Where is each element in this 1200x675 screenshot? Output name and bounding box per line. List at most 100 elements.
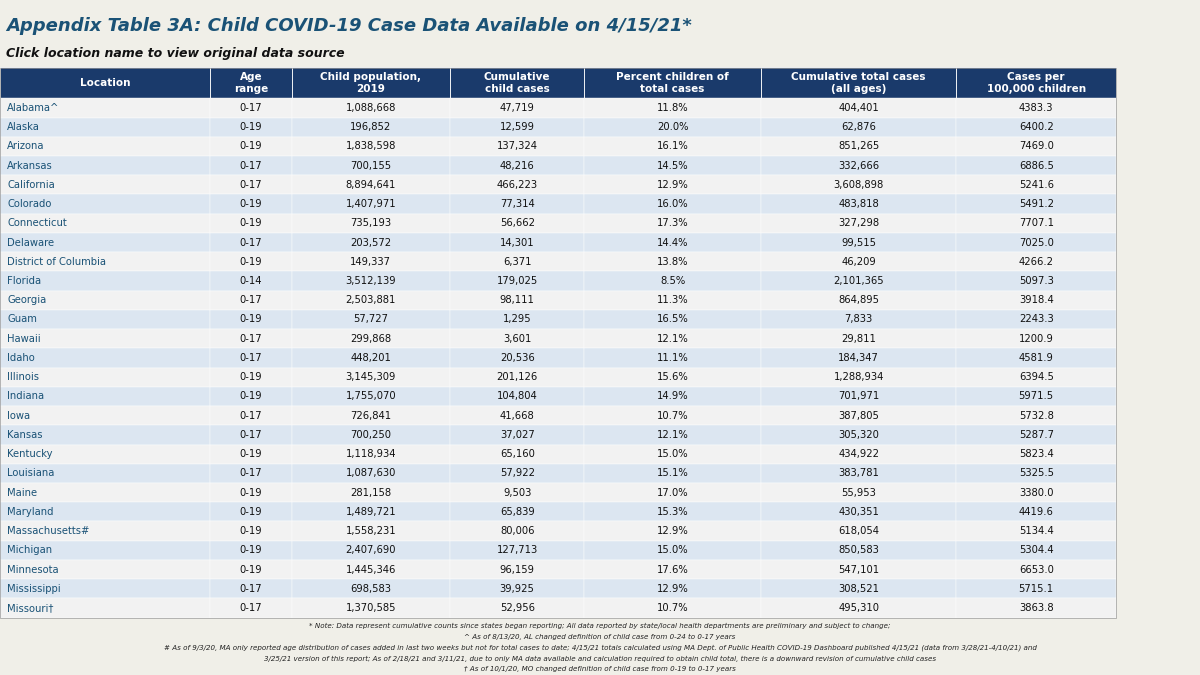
Bar — [450, 176, 584, 194]
Text: 3863.8: 3863.8 — [1019, 603, 1054, 613]
Text: 46,209: 46,209 — [841, 256, 876, 267]
Text: 864,895: 864,895 — [838, 295, 880, 305]
Text: 6886.5: 6886.5 — [1019, 161, 1054, 171]
Bar — [210, 406, 292, 425]
Text: 850,583: 850,583 — [838, 545, 880, 556]
Bar — [292, 599, 450, 618]
Text: 15.6%: 15.6% — [656, 372, 689, 382]
Text: California: California — [7, 180, 55, 190]
Text: 10.7%: 10.7% — [656, 410, 689, 421]
Bar — [210, 252, 292, 271]
Text: 618,054: 618,054 — [838, 526, 880, 536]
Bar — [956, 233, 1116, 252]
Text: Idaho: Idaho — [7, 353, 35, 363]
Text: 96,159: 96,159 — [499, 564, 535, 574]
Text: Child population,
2019: Child population, 2019 — [320, 72, 421, 94]
Text: Louisiana: Louisiana — [7, 468, 54, 479]
Text: 0-17: 0-17 — [240, 180, 262, 190]
Bar — [584, 425, 761, 445]
Text: 3380.0: 3380.0 — [1019, 487, 1054, 497]
Bar — [210, 560, 292, 579]
Text: 1,295: 1,295 — [503, 315, 532, 325]
Text: 3,601: 3,601 — [503, 333, 532, 344]
Bar — [584, 541, 761, 560]
Text: 99,515: 99,515 — [841, 238, 876, 248]
Bar — [292, 445, 450, 464]
Text: 1,838,598: 1,838,598 — [346, 141, 396, 151]
Text: 11.1%: 11.1% — [656, 353, 689, 363]
Bar — [0, 233, 210, 252]
Bar — [956, 445, 1116, 464]
Text: 4581.9: 4581.9 — [1019, 353, 1054, 363]
Text: Michigan: Michigan — [7, 545, 53, 556]
Bar — [761, 310, 956, 329]
Bar — [210, 291, 292, 310]
Bar — [584, 406, 761, 425]
Text: 16.5%: 16.5% — [656, 315, 689, 325]
Bar — [956, 68, 1116, 99]
Bar — [292, 483, 450, 502]
Bar — [584, 464, 761, 483]
Bar — [584, 252, 761, 271]
Text: 12,599: 12,599 — [499, 122, 535, 132]
Text: 17.6%: 17.6% — [656, 564, 689, 574]
Text: 20.0%: 20.0% — [656, 122, 689, 132]
Bar — [956, 599, 1116, 618]
Text: 12.9%: 12.9% — [656, 526, 689, 536]
Text: 15.1%: 15.1% — [656, 468, 689, 479]
Bar — [292, 291, 450, 310]
Bar — [292, 464, 450, 483]
Bar — [584, 176, 761, 194]
Bar — [450, 233, 584, 252]
Text: 184,347: 184,347 — [838, 353, 880, 363]
Text: 56,662: 56,662 — [499, 218, 535, 228]
Bar — [450, 291, 584, 310]
Text: Arizona: Arizona — [7, 141, 44, 151]
Bar — [584, 579, 761, 599]
Bar — [292, 233, 450, 252]
Text: 383,781: 383,781 — [838, 468, 880, 479]
Text: Percent children of
total cases: Percent children of total cases — [617, 72, 728, 94]
Bar — [584, 502, 761, 522]
Text: Kansas: Kansas — [7, 430, 43, 440]
Text: 201,126: 201,126 — [497, 372, 538, 382]
Bar — [210, 483, 292, 502]
Text: 698,583: 698,583 — [350, 584, 391, 594]
Bar — [450, 502, 584, 522]
Bar — [584, 560, 761, 579]
Bar — [0, 271, 210, 291]
Bar — [956, 194, 1116, 214]
Text: Guam: Guam — [7, 315, 37, 325]
Text: 0-19: 0-19 — [240, 564, 262, 574]
Text: Kentucky: Kentucky — [7, 449, 53, 459]
Text: 0-19: 0-19 — [240, 315, 262, 325]
Bar — [761, 233, 956, 252]
Text: 305,320: 305,320 — [838, 430, 880, 440]
Bar — [292, 348, 450, 368]
Bar — [0, 68, 1116, 618]
Bar — [584, 68, 761, 99]
Text: 37,027: 37,027 — [500, 430, 534, 440]
Text: 0-19: 0-19 — [240, 392, 262, 402]
Bar — [450, 252, 584, 271]
Text: Connecticut: Connecticut — [7, 218, 67, 228]
Text: 0-19: 0-19 — [240, 526, 262, 536]
Bar — [956, 117, 1116, 137]
Text: 700,250: 700,250 — [350, 430, 391, 440]
Bar — [761, 599, 956, 618]
Bar — [0, 291, 210, 310]
Bar — [210, 464, 292, 483]
Text: 7025.0: 7025.0 — [1019, 238, 1054, 248]
Bar — [0, 68, 210, 99]
Bar — [292, 368, 450, 387]
Text: 6394.5: 6394.5 — [1019, 372, 1054, 382]
Text: 7469.0: 7469.0 — [1019, 141, 1054, 151]
Bar — [292, 425, 450, 445]
Text: 387,805: 387,805 — [838, 410, 880, 421]
Bar — [761, 502, 956, 522]
Text: 65,160: 65,160 — [499, 449, 535, 459]
Text: 127,713: 127,713 — [497, 545, 538, 556]
Bar — [956, 99, 1116, 117]
Bar — [584, 233, 761, 252]
Bar — [292, 99, 450, 117]
